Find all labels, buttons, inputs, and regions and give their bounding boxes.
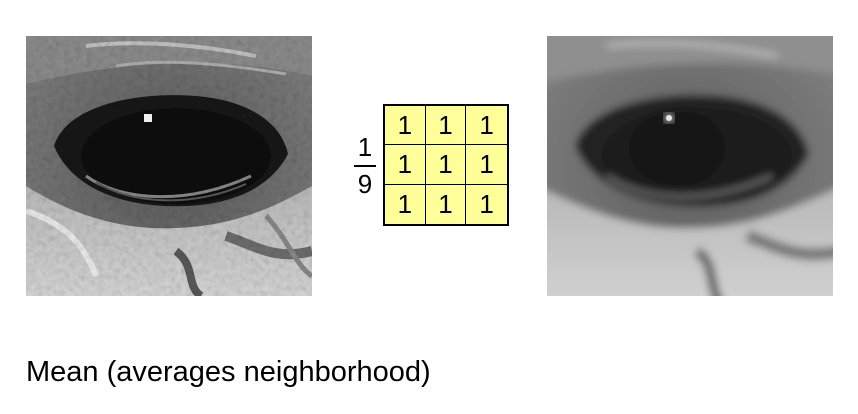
kernel-cell: 1	[426, 145, 467, 184]
fraction-denominator: 9	[350, 169, 380, 199]
kernel-cell: 1	[426, 106, 467, 145]
kernel-cell: 1	[466, 145, 507, 184]
kernel-cell: 1	[385, 106, 426, 145]
kernel-cell: 1	[385, 145, 426, 184]
output-eye-image	[547, 36, 833, 296]
normalization-fraction: 1 9	[350, 132, 380, 200]
fraction-numerator: 1	[350, 132, 380, 162]
fraction-bar	[354, 165, 376, 167]
input-eye-image	[26, 36, 312, 296]
kernel-cell: 1	[466, 185, 507, 224]
kernel-cell: 1	[385, 185, 426, 224]
kernel-cell: 1	[466, 106, 507, 145]
mean-kernel-grid: 1 1 1 1 1 1 1 1 1	[383, 104, 509, 226]
caption: Mean (averages neighborhood)	[26, 356, 431, 389]
kernel-cell: 1	[426, 185, 467, 224]
